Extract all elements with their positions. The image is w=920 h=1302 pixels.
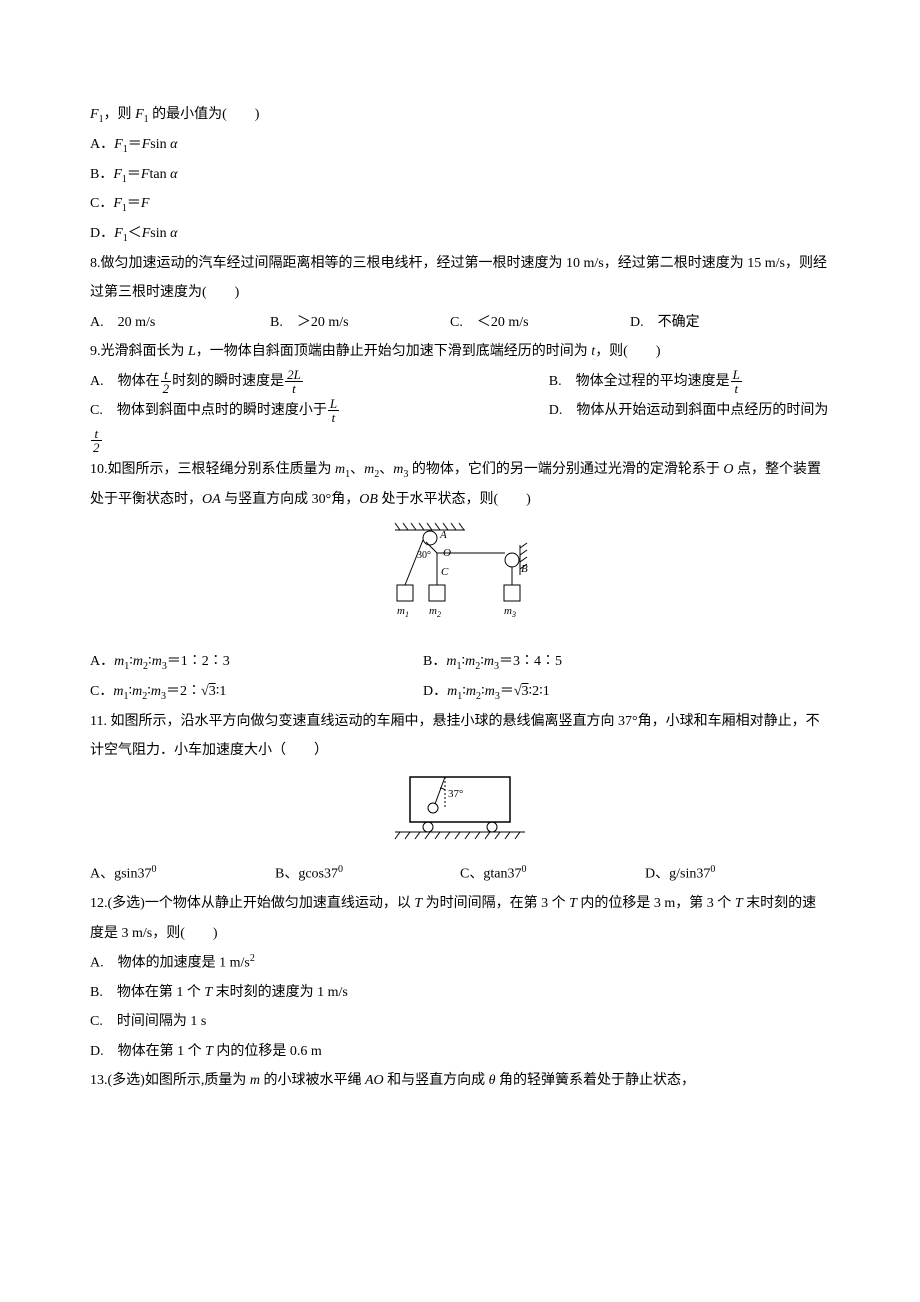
q11-option-d: D、g/sin370 xyxy=(645,859,830,889)
exam-page: F1，则 F1 的最小值为( ) A．F1＝Fsin α B．F1＝Ftan α… xyxy=(0,0,920,1156)
label-B: B xyxy=(521,563,528,575)
label-m2: m2 xyxy=(429,605,441,619)
q7-option-a: A．F1＝Fsin α xyxy=(90,130,830,160)
q12-option-b: B. 物体在第 1 个 T 末时刻的速度为 1 m/s xyxy=(90,978,830,1007)
q9-option-c: C. 物体到斜面中点时的瞬时速度小于Lt xyxy=(90,396,549,425)
q10-diagram-svg: A B O 30° C xyxy=(375,520,545,630)
q7-prompt: F1，则 F1 的最小值为( ) xyxy=(90,100,830,130)
q9-c-pre: C. 物体到斜面中点时的瞬时速度小于 xyxy=(90,403,327,418)
frac-den: t xyxy=(285,382,303,395)
q11-prompt: 11. 如图所示，沿水平方向做匀变速直线运动的车厢中，悬挂小球的悬线偏离竖直方向… xyxy=(90,707,830,766)
angle-37: 37° xyxy=(448,788,463,800)
q8-prompt: 8.做匀加速运动的汽车经过间隔距离相等的三根电线杆，经过第一根时速度为 10 m… xyxy=(90,249,830,308)
q10-options-row2: C．m1∶m2∶m3＝2∶√3∶1 D．m1∶m2∶m3＝√3∶2∶1 xyxy=(90,677,830,707)
q8-options: A. 20 m/s B. ＞20 m/s C. ＜20 m/s D. 不确定 xyxy=(90,308,830,337)
q10-option-a: A．m1∶m2∶m3＝1∶2∶3 xyxy=(90,647,423,677)
q9-option-a: A. 物体在t2时刻的瞬时速度是2Lt xyxy=(90,367,549,396)
q9-a-pre: A. 物体在 xyxy=(90,374,160,389)
frac-den: t xyxy=(328,411,339,424)
label-m3: m3 xyxy=(504,605,516,619)
q7-option-b: B．F1＝Ftan α xyxy=(90,160,830,190)
q9-a-mid: 时刻的瞬时速度是 xyxy=(172,374,284,389)
q10-option-d: D．m1∶m2∶m3＝√3∶2∶1 xyxy=(423,677,830,707)
q10-figure: A B O 30° C xyxy=(90,520,830,641)
q12-option-a: A. 物体的加速度是 1 m/s2 xyxy=(90,948,830,978)
q9-options-row2: C. 物体到斜面中点时的瞬时速度小于Lt D. 物体从开始运动到斜面中点经历的时… xyxy=(90,396,830,425)
q11-option-b: B、gcos370 xyxy=(275,859,460,889)
frac-den: 2 xyxy=(161,382,172,395)
q10-options-row1: A．m1∶m2∶m3＝1∶2∶3 B．m1∶m2∶m3＝3∶4∶5 xyxy=(90,647,830,677)
frac-num: 2L xyxy=(285,368,303,382)
q9-option-d: D. 物体从开始运动到斜面中点经历的时间为 xyxy=(549,396,830,425)
frac-den: t xyxy=(731,382,742,395)
q10-option-c: C．m1∶m2∶m3＝2∶√3∶1 xyxy=(90,677,423,707)
q8-option-a: A. 20 m/s xyxy=(90,308,270,337)
q11-option-c: C、gtan370 xyxy=(460,859,645,889)
frac-den: 2 xyxy=(91,441,102,454)
q12-prompt: 12.(多选)一个物体从静止开始做匀加速直线运动，以 T 为时间间隔，在第 3 … xyxy=(90,889,830,948)
frac-num: L xyxy=(731,368,742,382)
label-C: C xyxy=(441,566,449,578)
q11-diagram-svg: 37° xyxy=(390,772,530,842)
q9-b-pre: B. 物体全过程的平均速度是 xyxy=(549,374,730,389)
label-A: A xyxy=(439,529,447,541)
q13-prompt: 13.(多选)如图所示,质量为 m 的小球被水平绳 AO 和与竖直方向成 θ 角… xyxy=(90,1066,830,1095)
q9-options-row1: A. 物体在t2时刻的瞬时速度是2Lt B. 物体全过程的平均速度是Lt xyxy=(90,367,830,396)
q11-figure: 37° xyxy=(90,772,830,853)
q7-option-d: D．F1＜Fsin α xyxy=(90,219,830,249)
sqrt-3: 3 xyxy=(522,684,529,699)
frac-num: t xyxy=(91,427,102,441)
angle-30: 30° xyxy=(417,550,431,561)
frac-num: L xyxy=(328,397,339,411)
q7-option-c: C．F1＝F xyxy=(90,189,830,219)
q9-option-b: B. 物体全过程的平均速度是Lt xyxy=(549,367,830,396)
q10-option-b: B．m1∶m2∶m3＝3∶4∶5 xyxy=(423,647,830,677)
sqrt-3: 3 xyxy=(209,684,216,699)
q9-d-pre: D. 物体从开始运动到斜面中点经历的时间为 xyxy=(549,403,829,418)
q12-option-c: C. 时间间隔为 1 s xyxy=(90,1007,830,1036)
q8-option-c: C. ＜20 m/s xyxy=(450,308,630,337)
q8-option-d: D. 不确定 xyxy=(630,308,810,337)
q11-option-a: A、gsin370 xyxy=(90,859,275,889)
q10-prompt: 10.如图所示，三根轻绳分别系住质量为 m1、m2、m3 的物体，它们的另一端分… xyxy=(90,455,830,514)
frac-num: t xyxy=(161,368,172,382)
q8-option-b: B. ＞20 m/s xyxy=(270,308,450,337)
q9-option-d-frac: t2 xyxy=(90,425,830,454)
label-m1: m1 xyxy=(397,605,409,619)
q12-option-d: D. 物体在第 1 个 T 内的位移是 0.6 m xyxy=(90,1037,830,1066)
q11-options: A、gsin370 B、gcos370 C、gtan370 D、g/sin370 xyxy=(90,859,830,889)
q9-prompt: 9.光滑斜面长为 L，一物体自斜面顶端由静止开始匀加速下滑到底端经历的时间为 t… xyxy=(90,337,830,366)
